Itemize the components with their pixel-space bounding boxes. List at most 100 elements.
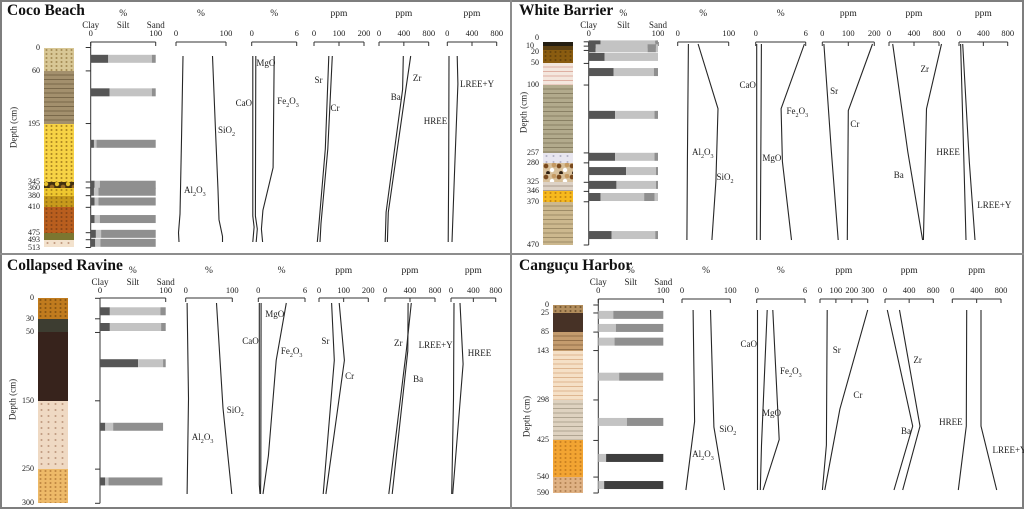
sr-line [316,55,330,243]
grainsize-bar-segment [598,337,615,346]
mgo-label: MgO [762,152,782,163]
ree-tick-label: 0 [956,28,962,38]
grainsize-bar-segment [644,193,655,202]
grainsize-tick-label: 0 [586,28,591,38]
ba-zr-axis-unit: ppm [905,9,923,19]
plot-lines-cangucu-harbor [593,298,1002,494]
grainsize-bar-segment [90,215,95,224]
grainsize-axis-unit: % [619,9,628,19]
cr-line [824,309,869,491]
silica-tick-label: 100 [225,285,239,295]
grainsize-bar-segment [90,187,94,196]
sr-label: Sr [830,86,839,97]
panel-divider-vertical [510,0,512,509]
depth-tick-label: 345 [28,177,40,186]
oxides-axis-unit: % [776,266,785,276]
grainsize-bar-segment [163,359,166,368]
grainsize-bar-segment [647,44,656,53]
al2o3-line [686,43,689,241]
grainsize-bar-segment [100,238,156,247]
grainsize-axis-unit: % [128,266,137,276]
stratum-425-540cm [553,440,583,478]
ba-zr-tick-label: 400 [397,28,411,38]
ree-axis-unit: ppm [968,266,986,276]
grainsize-bar-segment [109,323,162,331]
grainsize-bar-segment [151,88,156,97]
silica-tick-label: 100 [219,28,233,38]
lree-y-label: LREE+Y [977,199,1012,210]
sr-label: Sr [314,75,323,86]
ree-tick-label: 0 [950,285,955,295]
grainsize-bar-segment [655,44,658,53]
grainsize-bar-segment [606,453,664,462]
stratum-475-493cm [44,232,74,240]
mgo-line [759,43,762,241]
sr-line [322,302,335,495]
panel-title: Collapsed Ravine [7,257,123,274]
grainsize-bar-segment [100,359,139,368]
mgo-label: MgO [265,309,285,320]
stratum-60-195cm [44,70,74,124]
stratum-25-85cm [553,312,583,333]
depth-tick-label: 298 [537,394,549,404]
grainsize-bar-segment [598,453,607,462]
cr-label: Cr [850,119,860,130]
grain-clay-label: Clay [580,20,598,30]
hree-line [957,309,968,491]
depth-tick-label: 370 [527,196,539,206]
stratum-50-150cm [38,332,68,401]
ree-tick-label: 0 [448,285,454,295]
stratum-410-475cm [44,207,74,233]
grainsize-tick-label: 100 [656,285,670,295]
depth-tick-label: 425 [537,435,549,445]
fe2o3-line [260,55,275,243]
ree-tick-label: 800 [489,285,503,295]
depth-tick-label: 150 [22,395,34,405]
stratum-345-360cm [44,182,74,188]
hree-label: HREE [939,416,963,427]
grainsize-bar-segment [99,180,156,189]
grainsize-bar-segment [611,231,656,240]
sr-cr-tick-label: 100 [337,285,351,295]
depth-tick-label: 30 [26,313,34,323]
ba-label: Ba [413,374,424,385]
sio2-label: SiO2 [719,423,737,437]
grainsize-bar-segment [619,372,664,381]
grain-sand-label: Sand [654,277,673,287]
al2o3-label: Al2O3 [191,431,214,445]
ree-tick-label: 400 [465,28,479,38]
ree-tick-label: 400 [976,28,990,38]
stratum-0-60cm [44,47,74,71]
panel-divider-horizontal [0,253,1024,255]
stratum-493-513cm [44,239,74,248]
grain-silt-label: Silt [624,277,638,287]
grainsize-bar-segment [614,337,664,346]
fe2o3-label: Fe2O3 [277,95,299,109]
grainsize-bar-segment [626,167,656,176]
ba-zr-tick-label: 0 [382,285,388,295]
sio2-label: SiO2 [226,404,244,418]
grainsize-bar-segment [588,231,612,240]
cr-line [325,302,345,495]
grainsize-tick-label: 0 [596,285,601,295]
depth-tick-label: 50 [26,327,34,337]
depth-tick-label: 0 [30,293,34,303]
silica-axis-unit: % [197,9,205,19]
grain-sand-label: Sand [146,20,165,30]
sio2-label: SiO2 [218,125,236,139]
depth-tick-label: 410 [28,202,40,212]
al2o3-label: Al2O3 [184,184,206,198]
cao-line [252,56,255,243]
grainsize-tick-label: 100 [651,28,665,38]
grainsize-tick-label: 0 [88,28,93,38]
fe2o3-label: Fe2O3 [780,366,802,379]
ree-tick-label: 400 [970,285,984,295]
grainsize-bar-segment [95,238,101,247]
grainsize-tick-label: 100 [159,285,173,295]
grainsize-bar-segment [654,152,658,161]
al2o3-line [177,55,184,243]
oxides-tick-label: 0 [754,285,759,295]
silica-axis-unit: % [205,266,213,276]
grain-silt-label: Silt [617,20,630,30]
stratum-100-257cm [543,85,573,153]
